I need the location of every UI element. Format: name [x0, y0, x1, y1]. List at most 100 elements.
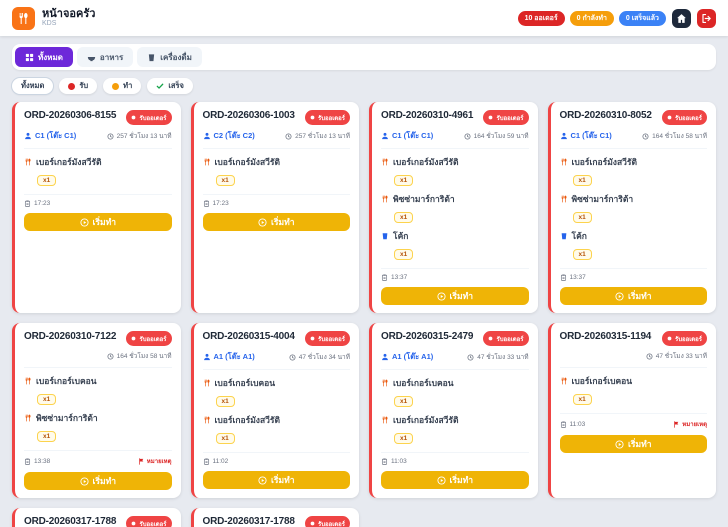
item-name: เบอร์เกอร์มังสวีรัติ	[36, 157, 102, 167]
status-dot-icon	[667, 336, 672, 341]
status-dot-icon	[667, 115, 672, 120]
elapsed-time: 164 ชั่วโมง 58 นาที	[642, 131, 707, 141]
forkknife-icon	[204, 379, 209, 387]
filter-chip-cooking[interactable]: ทำ	[103, 78, 142, 94]
tab-drinks[interactable]: เครื่องดื่ม	[137, 47, 202, 67]
logout-button[interactable]	[697, 8, 716, 28]
elapsed-time: 257 ชั่วโมง 13 นาที	[107, 131, 172, 141]
drink-cup-icon	[381, 232, 389, 240]
order-time-text: 13:38	[34, 457, 51, 465]
order-time: 11:03	[381, 458, 407, 465]
start-cooking-label: เริ่มทำ	[628, 291, 652, 301]
order-note: หมายเหตุ	[138, 456, 172, 466]
elapsed-text: 47 ชั่วโมง 33 นาที	[655, 353, 707, 360]
start-cooking-button[interactable]: เริ่มทำ	[202, 213, 350, 231]
order-items: เบอร์เกอร์มังสวีรัติ x1	[24, 148, 172, 187]
start-cooking-button[interactable]: เริ่มทำ	[24, 472, 172, 490]
order-id: ORD-20260315-2479	[381, 331, 474, 342]
filter-dot-icon	[68, 82, 76, 90]
tab-food[interactable]: อาหาร	[76, 47, 134, 67]
elapsed-time: 47 ชั่วโมง 33 นาที	[646, 351, 707, 361]
start-cooking-button[interactable]: เริ่มทำ	[24, 213, 172, 231]
elapsed-text: 164 ชั่วโมง 58 นาที	[652, 133, 707, 140]
cup-icon	[149, 53, 155, 61]
filter-chip-received[interactable]: รับ	[59, 78, 98, 94]
play-circle-icon	[615, 439, 624, 449]
start-cooking-button[interactable]: เริ่มทำ	[559, 287, 707, 305]
order-time: 17:23	[24, 200, 50, 207]
elapsed-text: 257 ชั่วโมง 13 นาที	[295, 133, 350, 140]
order-items: เบอร์เกอร์เบคอน x1 เบอร์เกอร์มังสวีรัติ …	[381, 369, 529, 445]
order-item: พิซซ่ามาร์การิต้า x1	[24, 411, 172, 443]
clipboard-icon	[560, 274, 566, 281]
table-label: C1 (โต๊ะ C1)	[381, 130, 433, 142]
order-card-header: ORD-20260315-2479 รับออเดอร์	[381, 331, 529, 346]
order-time-text: 17:23	[212, 200, 229, 207]
clock-icon	[646, 353, 653, 359]
fork-knife-icon	[203, 379, 211, 387]
forkknife-icon	[25, 377, 31, 385]
filter-chip-done[interactable]: เสร็จ	[147, 78, 193, 94]
order-item-row: เบอร์เกอร์เบคอน	[24, 374, 172, 388]
order-id: ORD-20260306-1003	[202, 110, 295, 121]
order-id: ORD-20260306-8155	[24, 110, 117, 121]
tab-all[interactable]: ทั้งหมด	[15, 47, 73, 67]
elapsed-text: 164 ชั่วโมง 59 นาที	[473, 133, 529, 140]
order-item-row: เบอร์เกอร์เบคอน	[203, 376, 351, 390]
order-card-header: ORD-20260306-8155 รับออเดอร์	[24, 110, 172, 125]
item-quantity-badge: x1	[37, 394, 57, 405]
item-name: เบอร์เกอร์มังสวีรัติ	[214, 415, 281, 425]
order-footer: 17:23	[24, 194, 172, 207]
item-quantity-badge: x1	[37, 175, 57, 186]
item-quantity-badge: x1	[215, 433, 235, 444]
status-dot-icon	[310, 115, 315, 120]
order-card: ORD-20260306-1003 รับออเดอร์ C2 (โต๊ะ C2…	[190, 102, 359, 313]
table-label: A1 (โต๊ะ A1)	[381, 351, 433, 363]
order-footer: 13:37	[559, 268, 707, 281]
order-footer: 13:38 หมายเหตุ	[24, 450, 172, 466]
elapsed-time: 164 ชั่วโมง 59 นาที	[464, 131, 529, 141]
order-card-header: ORD-20260315-4004 รับออเดอร์	[203, 331, 350, 346]
item-name: เบอร์เกอร์เบคอน	[214, 378, 276, 388]
start-cooking-button[interactable]: เริ่มทำ	[381, 287, 529, 305]
fork-knife-icon	[381, 158, 389, 166]
order-meta: C1 (โต๊ะ C1) 164 ชั่วโมง 58 นาที	[560, 130, 707, 142]
item-name: เบอร์เกอร์มังสวีรัติ	[393, 415, 459, 425]
elapsed-text: 47 ชั่วโมง 33 นาที	[477, 354, 529, 361]
person-icon	[382, 132, 388, 140]
item-quantity-badge: x1	[215, 396, 235, 407]
forkknife-icon	[204, 158, 209, 166]
order-item: เบอร์เกอร์มังสวีรัติ x1	[381, 155, 529, 187]
filter-chip-all[interactable]: ทั้งหมด	[12, 78, 54, 94]
clock-icon	[107, 353, 114, 359]
order-note-text: หมายเหตุ	[682, 422, 707, 428]
elapsed-text: 257 ชั่วโมง 13 นาที	[116, 133, 172, 140]
start-cooking-button[interactable]: เริ่มทำ	[202, 471, 350, 489]
start-cooking-label: เริ่มทำ	[92, 217, 116, 227]
order-status-badge: รับออเดอร์	[126, 516, 172, 527]
start-cooking-button[interactable]: เริ่มทำ	[381, 471, 529, 489]
item-quantity-badge: x1	[572, 212, 592, 223]
home-button[interactable]	[672, 8, 691, 28]
filter-label: รับ	[79, 81, 89, 90]
order-item: เบอร์เกอร์เบคอน x1	[203, 376, 351, 408]
start-cooking-button[interactable]: เริ่มทำ	[559, 435, 707, 453]
order-item-row: โค้ก	[560, 229, 708, 243]
order-status-label: รับออเดอร์	[139, 115, 167, 122]
clock-icon	[464, 133, 471, 139]
order-card-header: ORD-20260315-1194 รับออเดอร์	[560, 331, 707, 346]
order-card: ORD-20260310-7122 รับออเดอร์ 164 ชั่วโมง…	[12, 323, 181, 498]
order-item-row: พิซซ่ามาร์การิต้า	[24, 411, 172, 425]
clipboard-icon	[24, 200, 31, 207]
item-quantity-badge: x1	[394, 212, 414, 223]
order-items: เบอร์เกอร์เบคอน x1 พิซซ่ามาร์การิต้า x1	[24, 367, 172, 443]
order-meta: C1 (โต๊ะ C1) 257 ชั่วโมง 13 นาที	[24, 130, 172, 142]
fork-knife-icon	[560, 195, 568, 203]
grid-icon	[25, 53, 34, 61]
forkknife-icon	[561, 377, 566, 385]
item-quantity-badge: x1	[215, 175, 235, 186]
order-status-label: รับออเดอร์	[139, 336, 167, 343]
play-circle-icon	[615, 291, 624, 301]
header-stats: 10 ออเดอร์ 0 กำลังทำ 0 เสร็จแล้ว	[517, 10, 666, 26]
filter-label: ทั้งหมด	[21, 81, 45, 90]
